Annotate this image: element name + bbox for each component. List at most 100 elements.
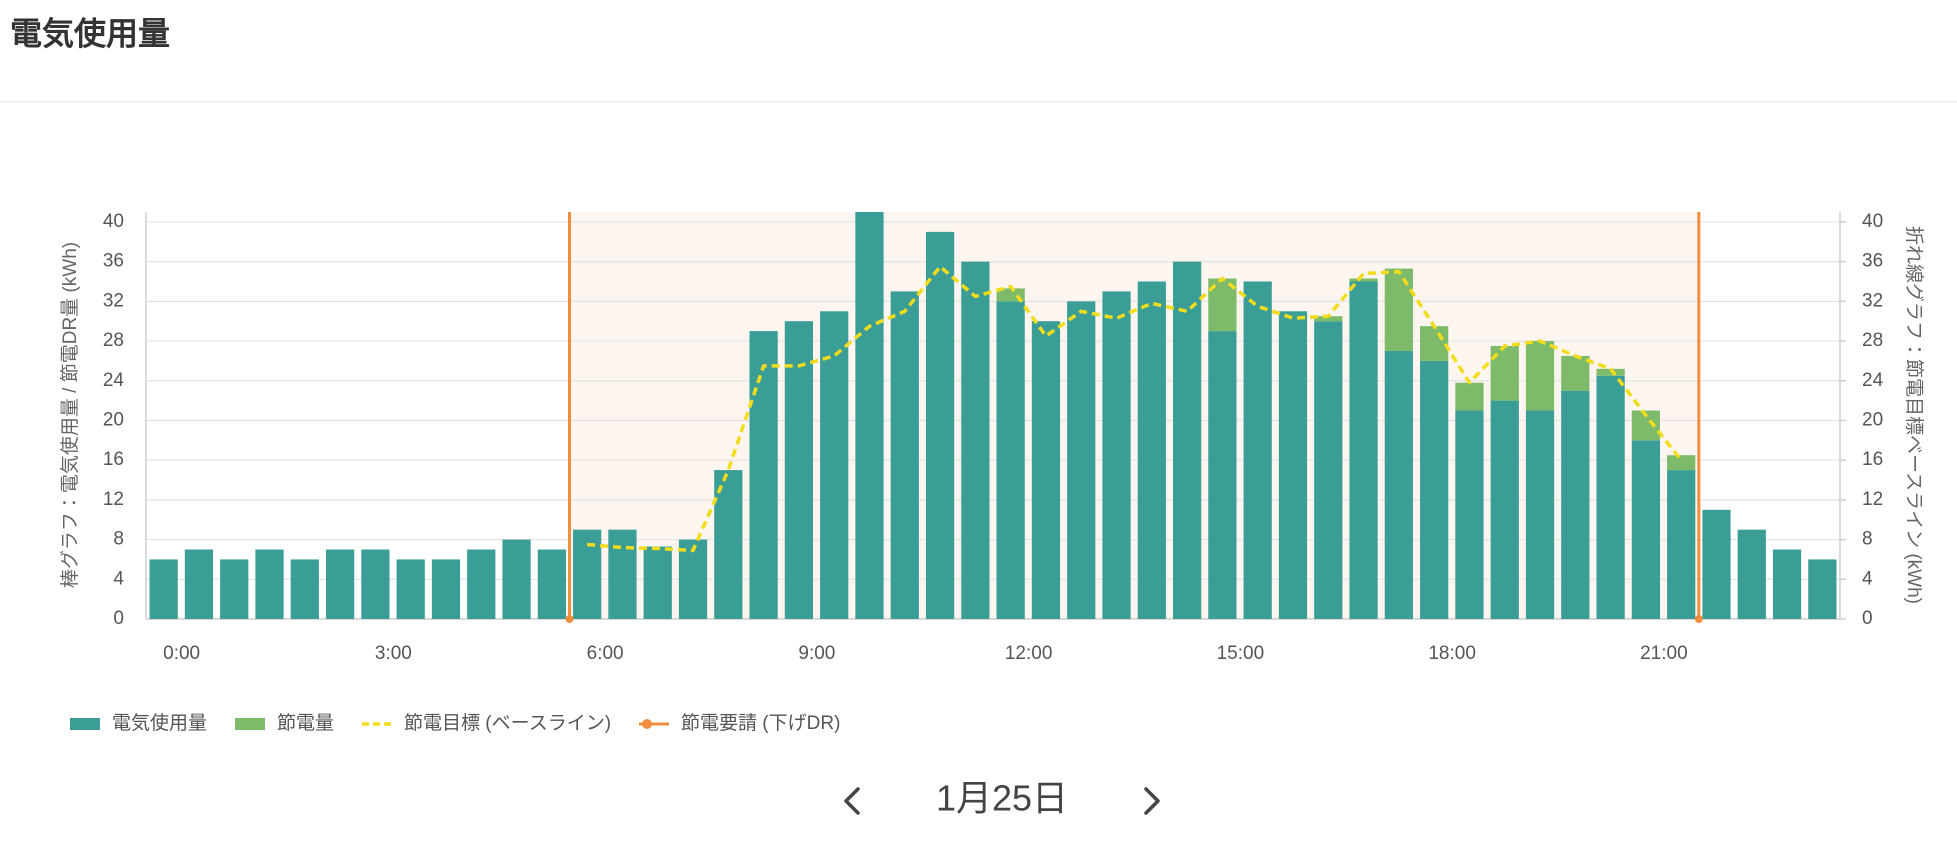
prev-day-chevron[interactable] [844,787,860,815]
y-tick-label: 32 [103,290,124,311]
y2-tick-label: 16 [1862,449,1883,470]
x-tick-label: 15:00 [1217,643,1265,664]
y2-tick-label: 0 [1862,608,1873,629]
y-axis-title: 棒グラフ：電気使用量 / 節電DR量 (kWh) [59,242,81,588]
y-tick-label: 12 [103,489,124,510]
y-tick-label: 8 [113,529,124,550]
prev-day-hitbox[interactable] [830,776,874,824]
y2-tick-label: 24 [1862,370,1884,391]
y2-tick-label: 4 [1862,568,1873,589]
x-tick-label: 18:00 [1428,643,1476,664]
usage-bar [1031,321,1061,619]
y2-tick-label: 36 [1862,251,1883,272]
y2-tick-label: 20 [1862,409,1883,430]
usage-bar [149,559,178,619]
usage-bar [784,321,814,619]
usage-bar [961,261,990,619]
y-tick-label: 20 [103,409,124,430]
legend-label: 電気使用量 [112,712,207,734]
usage-bar [361,549,390,619]
usage-bar [396,559,425,619]
y-tick-label: 24 [103,370,125,391]
dr-request-dot [565,615,574,623]
saving-bar [1455,382,1484,411]
date-label: 1月25日 [936,778,1068,819]
y-tick-label: 16 [103,449,124,470]
x-tick-label: 12:00 [1005,643,1053,664]
y2-tick-label: 40 [1862,211,1883,232]
usage-bar [1455,410,1484,619]
label-layer: 0 4 8 12 16 20 24 28 32 36 40 0 4 8 12 16 20 24 28 32 36 40 0:… [103,211,1884,664]
usage-bar [1596,375,1625,619]
next-day-button[interactable] [1130,776,1174,824]
dr-request-dot [1694,615,1703,623]
y2-tick-label: 8 [1862,529,1873,550]
saving-bar [1667,455,1696,471]
usage-bar [1631,440,1661,619]
y-tick-label: 40 [103,211,124,232]
legend-label: 節電目標 (ベースライン) [404,712,611,734]
y2-tick-label: 28 [1862,330,1883,351]
x-tick-label: 21:00 [1640,643,1688,664]
next-day-hitbox[interactable] [1130,776,1174,824]
saving-bar [1384,268,1413,351]
usage-bar [925,231,955,620]
usage-bar [573,529,602,619]
usage-bar [996,301,1025,619]
bar-layer [149,212,1837,620]
x-tick-label: 3:00 [375,643,412,664]
usage-bar [1525,410,1555,619]
usage-bar [890,291,919,619]
legend-swatch [235,718,266,730]
usage-bar [1314,321,1343,619]
usage-bar [1208,331,1237,619]
usage-bar [714,470,743,619]
y-tick-label: 36 [103,251,124,272]
usage-bar [820,311,849,619]
usage-bar [1067,301,1096,619]
usage-bar [678,539,708,619]
usage-bar [1278,311,1308,619]
grid-layer [145,212,1846,620]
saving-bar [1420,326,1449,361]
y2-tick-label: 12 [1862,489,1883,510]
usage-bar [1702,509,1731,619]
usage-bar [1737,529,1766,619]
usage-bar [855,212,884,619]
usage-bar [1137,281,1166,619]
legend: 電気使用量 節電量 節電目標 (ベースライン) 節電要請 (下げDR) [70,712,840,734]
usage-bar [1490,400,1519,619]
x-tick-label: 6:00 [587,643,624,664]
usage-bar [431,559,461,619]
x-tick-label: 9:00 [798,643,835,664]
legend-swatch [70,718,100,730]
legend-swatch-dot [642,719,653,729]
saving-bar [1596,368,1625,376]
prev-day-button[interactable] [830,776,874,824]
usage-bar [1808,559,1837,619]
usage-bar [255,549,284,619]
usage-bar [1420,360,1449,619]
usage-bar [220,559,249,619]
usage-bar [1561,390,1590,619]
saving-bar [1525,341,1555,411]
saving-bar [1314,316,1343,322]
next-day-chevron[interactable] [1144,787,1160,815]
y2-axis-title: 折れ線グラフ：節電目標ベースライン (kWh) [1903,226,1925,604]
usage-bar [1172,261,1202,619]
usage-bar [1384,350,1413,619]
usage-bar [1102,291,1131,619]
usage-bar [1349,281,1378,619]
y-tick-label: 0 [113,608,124,629]
x-tick-label: 0:00 [163,643,200,664]
legend-label: 節電要請 (下げDR) [681,712,840,734]
usage-bar [502,539,531,619]
usage-bar [184,549,214,619]
baseline-line [586,264,1683,553]
usage-bar [325,549,355,619]
page-title: 電気使用量 [10,15,170,51]
usage-bar [537,549,566,619]
usage-bar [643,546,672,619]
y-tick-label: 28 [103,330,124,351]
